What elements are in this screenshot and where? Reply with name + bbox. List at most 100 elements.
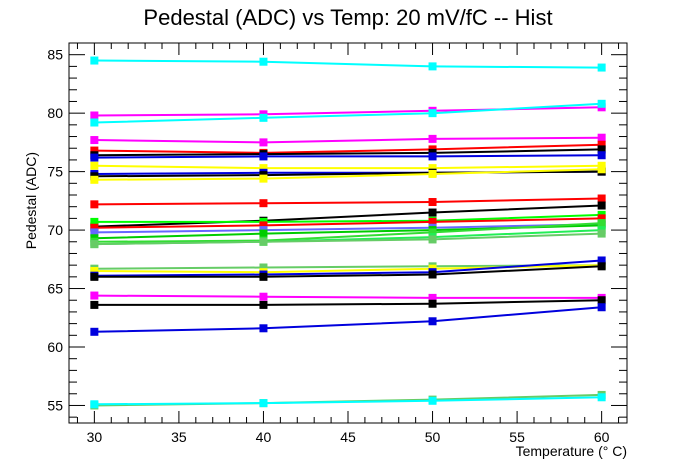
data-point bbox=[428, 198, 437, 207]
x-tick-label: 30 bbox=[87, 429, 103, 445]
series-line bbox=[94, 213, 602, 223]
data-point bbox=[597, 145, 606, 154]
y-tick-label: 80 bbox=[47, 105, 63, 121]
series-line bbox=[94, 168, 602, 181]
series-27 bbox=[90, 303, 606, 336]
data-point bbox=[428, 169, 437, 178]
series-line bbox=[94, 265, 602, 278]
data-point bbox=[90, 223, 99, 232]
data-point bbox=[597, 229, 606, 238]
series-line bbox=[94, 294, 602, 299]
series-line bbox=[94, 154, 602, 159]
y-tick-label: 60 bbox=[47, 339, 63, 355]
data-point bbox=[90, 56, 99, 65]
y-tick-label: 75 bbox=[47, 164, 63, 180]
data-point bbox=[597, 194, 606, 203]
data-point bbox=[428, 396, 437, 405]
data-point bbox=[597, 151, 606, 160]
series-line bbox=[94, 396, 602, 406]
data-point bbox=[259, 57, 268, 66]
x-axis: 30 35 40 45 50 55 60 bbox=[76, 43, 620, 445]
data-point bbox=[90, 327, 99, 336]
data-point bbox=[597, 99, 606, 108]
data-point bbox=[259, 263, 268, 272]
data-point bbox=[597, 214, 606, 223]
data-point bbox=[259, 324, 268, 333]
data-point bbox=[259, 399, 268, 408]
series-line bbox=[94, 232, 602, 246]
data-point bbox=[259, 113, 268, 122]
data-point bbox=[428, 228, 437, 237]
y-tick-label: 65 bbox=[47, 281, 63, 297]
data-point bbox=[428, 109, 437, 118]
x-tick-label: 60 bbox=[594, 429, 610, 445]
series-4 bbox=[90, 133, 606, 147]
data-point bbox=[428, 152, 437, 161]
data-point bbox=[597, 262, 606, 271]
data-point bbox=[259, 152, 268, 161]
series-1 bbox=[90, 56, 606, 72]
x-tick-label: 40 bbox=[256, 429, 272, 445]
data-point bbox=[428, 164, 437, 173]
series-line bbox=[94, 299, 602, 306]
data-point bbox=[90, 175, 99, 184]
data-point bbox=[597, 140, 606, 149]
data-point bbox=[259, 300, 268, 309]
series-line bbox=[94, 143, 602, 154]
data-point bbox=[90, 267, 99, 275]
x-tick-label: 35 bbox=[171, 429, 187, 445]
data-point bbox=[259, 292, 268, 301]
data-point bbox=[428, 217, 437, 226]
data-point bbox=[428, 293, 437, 302]
data-point bbox=[259, 221, 268, 230]
data-point bbox=[428, 134, 437, 143]
data-point bbox=[259, 174, 268, 183]
series-28 bbox=[90, 390, 606, 410]
series-11 bbox=[90, 165, 606, 184]
data-point bbox=[90, 200, 99, 209]
data-point bbox=[90, 146, 99, 155]
data-point bbox=[259, 138, 268, 147]
y-axis-label: Pedestal (ADC) bbox=[23, 152, 39, 249]
data-point bbox=[90, 118, 99, 127]
series-26 bbox=[90, 296, 606, 309]
data-point bbox=[428, 62, 437, 71]
series-line bbox=[94, 306, 602, 333]
series-line bbox=[94, 217, 602, 229]
data-point bbox=[597, 219, 606, 228]
series-line bbox=[94, 204, 602, 228]
data-point bbox=[597, 63, 606, 72]
data-point bbox=[259, 199, 268, 208]
series-layer bbox=[90, 56, 606, 410]
series-line bbox=[94, 223, 602, 234]
data-point bbox=[428, 299, 437, 308]
data-point bbox=[259, 229, 268, 238]
series-line bbox=[94, 102, 602, 124]
series-line bbox=[94, 259, 602, 277]
data-point bbox=[428, 235, 437, 244]
y-axis: 55 60 65 70 75 80 85 bbox=[47, 42, 627, 418]
series-line bbox=[94, 136, 602, 144]
data-point bbox=[90, 217, 99, 226]
data-point bbox=[90, 300, 99, 309]
series-24 bbox=[90, 262, 606, 281]
data-point bbox=[428, 317, 437, 326]
data-point bbox=[597, 296, 606, 305]
y-tick-label: 55 bbox=[47, 397, 63, 413]
data-point bbox=[90, 111, 99, 120]
data-point bbox=[428, 270, 437, 279]
data-point bbox=[90, 240, 99, 249]
series-line bbox=[94, 197, 602, 206]
series-line bbox=[94, 164, 602, 170]
data-point bbox=[90, 272, 99, 281]
series-3 bbox=[90, 99, 606, 127]
data-point bbox=[90, 291, 99, 300]
y-tick-label: 85 bbox=[47, 47, 63, 63]
series-line bbox=[94, 148, 602, 157]
data-point bbox=[597, 303, 606, 312]
series-line bbox=[94, 222, 602, 243]
data-point bbox=[597, 165, 606, 174]
data-point bbox=[90, 228, 99, 237]
data-point bbox=[597, 201, 606, 210]
